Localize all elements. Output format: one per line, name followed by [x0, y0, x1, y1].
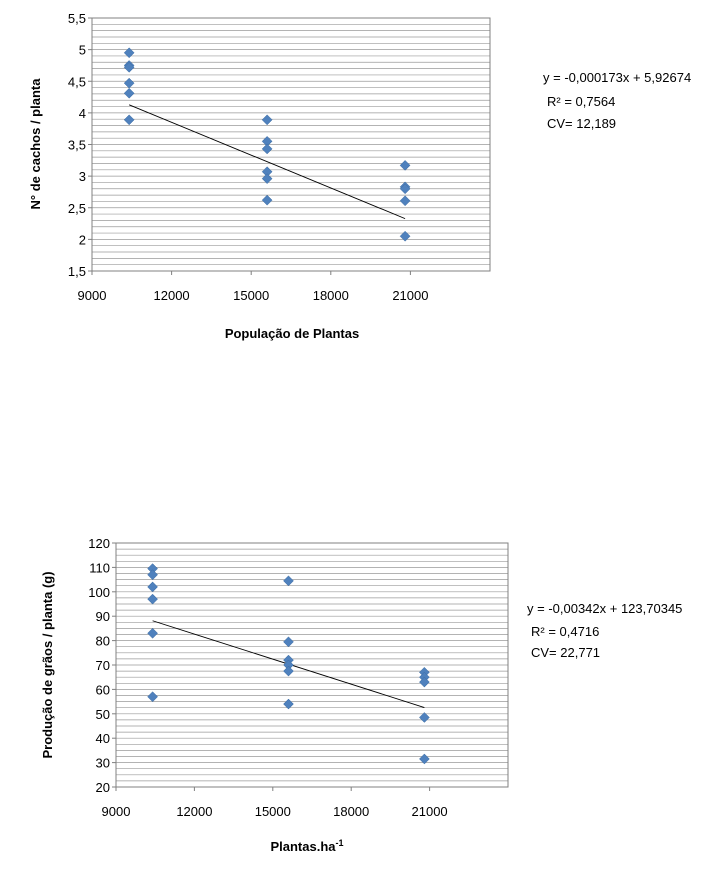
x-tick-labels: 9000 12000 15000 18000 21000: [78, 271, 428, 303]
y-axis-title: N° de cachos / planta: [28, 78, 43, 210]
data-point: [147, 691, 158, 703]
x-tick-label: 15000: [255, 804, 291, 819]
y-tick-label: 4,5: [68, 74, 86, 89]
data-point: [147, 593, 158, 605]
trendline-path: [128, 104, 406, 220]
data-point: [283, 575, 294, 587]
y-tick-label: 50: [96, 707, 110, 722]
data-point: [419, 712, 430, 723]
trendline: [128, 104, 406, 220]
data-point: [399, 230, 411, 242]
y-tick-label: 5,5: [68, 11, 86, 26]
y-tick-label: 80: [96, 634, 110, 649]
data-point: [399, 160, 411, 171]
data-point: [283, 636, 294, 648]
data-point: [147, 569, 158, 581]
chart-producao: 20 30 40 50 60 70 80 90 100 110 120 9000 12000 15000…: [40, 536, 682, 854]
data-point: [123, 114, 135, 126]
x-tick-label: 12000: [154, 288, 190, 303]
data-point: [283, 698, 294, 710]
x-tick-label: 18000: [313, 288, 349, 303]
data-point: [399, 183, 411, 195]
x-tick-label: 9000: [102, 804, 131, 819]
x-tick-label: 18000: [333, 804, 369, 819]
chart-cachos: 1,5 2 2,5 3 3,5 4 4,5 5 5,5 9000 12000 15000 18000 2…: [28, 11, 691, 341]
y-tick-label: 100: [88, 585, 110, 600]
y-tick-label: 1,5: [68, 264, 86, 279]
data-point: [261, 143, 273, 155]
data-point: [147, 581, 158, 593]
x-tick-label: 15000: [233, 288, 269, 303]
grid: [91, 17, 491, 272]
y-tick-labels: 1,5 2 2,5 3 3,5 4 4,5 5 5,5: [68, 11, 92, 279]
data-point: [399, 195, 411, 207]
y-tick-label: 110: [89, 560, 110, 575]
y-tick-label: 70: [96, 658, 110, 673]
data-point: [123, 61, 135, 73]
y-tick-label: 60: [96, 682, 110, 697]
cv-label: CV= 22,771: [531, 645, 600, 660]
x-tick-label: 9000: [78, 288, 107, 303]
x-axis-title-main: Plantas.ha: [270, 839, 336, 854]
x-axis-title: População de Plantas: [225, 326, 359, 341]
y-tick-label: 4: [79, 106, 86, 121]
x-tick-label: 12000: [176, 804, 212, 819]
data-point: [123, 77, 135, 89]
data-point: [283, 665, 294, 677]
r-squared-label: R² = 0,4716: [531, 624, 599, 639]
y-tick-label: 2,5: [68, 201, 86, 216]
y-tick-label: 120: [88, 536, 110, 551]
y-tick-labels: 20 30 40 50 60 70 80 90 100 110 120: [88, 536, 116, 795]
data-point: [261, 173, 273, 185]
grid: [115, 542, 509, 788]
y-tick-label: 2: [79, 232, 86, 247]
data-point: [419, 753, 430, 765]
equation-label: y = -0,000173x + 5,92674: [543, 70, 691, 85]
y-axis-title: Produção de grãos / planta (g): [40, 571, 55, 758]
x-axis-title-superscript: -1: [336, 838, 344, 848]
cv-label: CV= 12,189: [547, 116, 616, 131]
y-tick-label: 5: [79, 43, 86, 58]
equation-label: y = -0,00342x + 123,70345: [527, 601, 682, 616]
y-tick-label: 90: [96, 609, 110, 624]
x-tick-labels: 9000 12000 15000 18000 21000: [102, 787, 448, 819]
data-points: [123, 47, 411, 242]
data-point: [261, 194, 273, 206]
data-point: [123, 87, 135, 99]
data-points: [147, 563, 430, 765]
x-tick-label: 21000: [392, 288, 428, 303]
data-point: [147, 627, 158, 639]
y-tick-label: 30: [96, 756, 110, 771]
x-axis-title: Plantas.ha-1: [270, 838, 343, 854]
x-tick-label: 21000: [412, 804, 448, 819]
data-point: [261, 114, 273, 126]
y-tick-label: 3: [79, 169, 86, 184]
r-squared-label: R² = 0,7564: [547, 94, 615, 109]
y-tick-label: 40: [96, 731, 110, 746]
data-point: [419, 676, 430, 688]
data-point: [123, 47, 135, 59]
y-tick-label: 3,5: [68, 138, 86, 153]
y-tick-label: 20: [96, 780, 110, 795]
